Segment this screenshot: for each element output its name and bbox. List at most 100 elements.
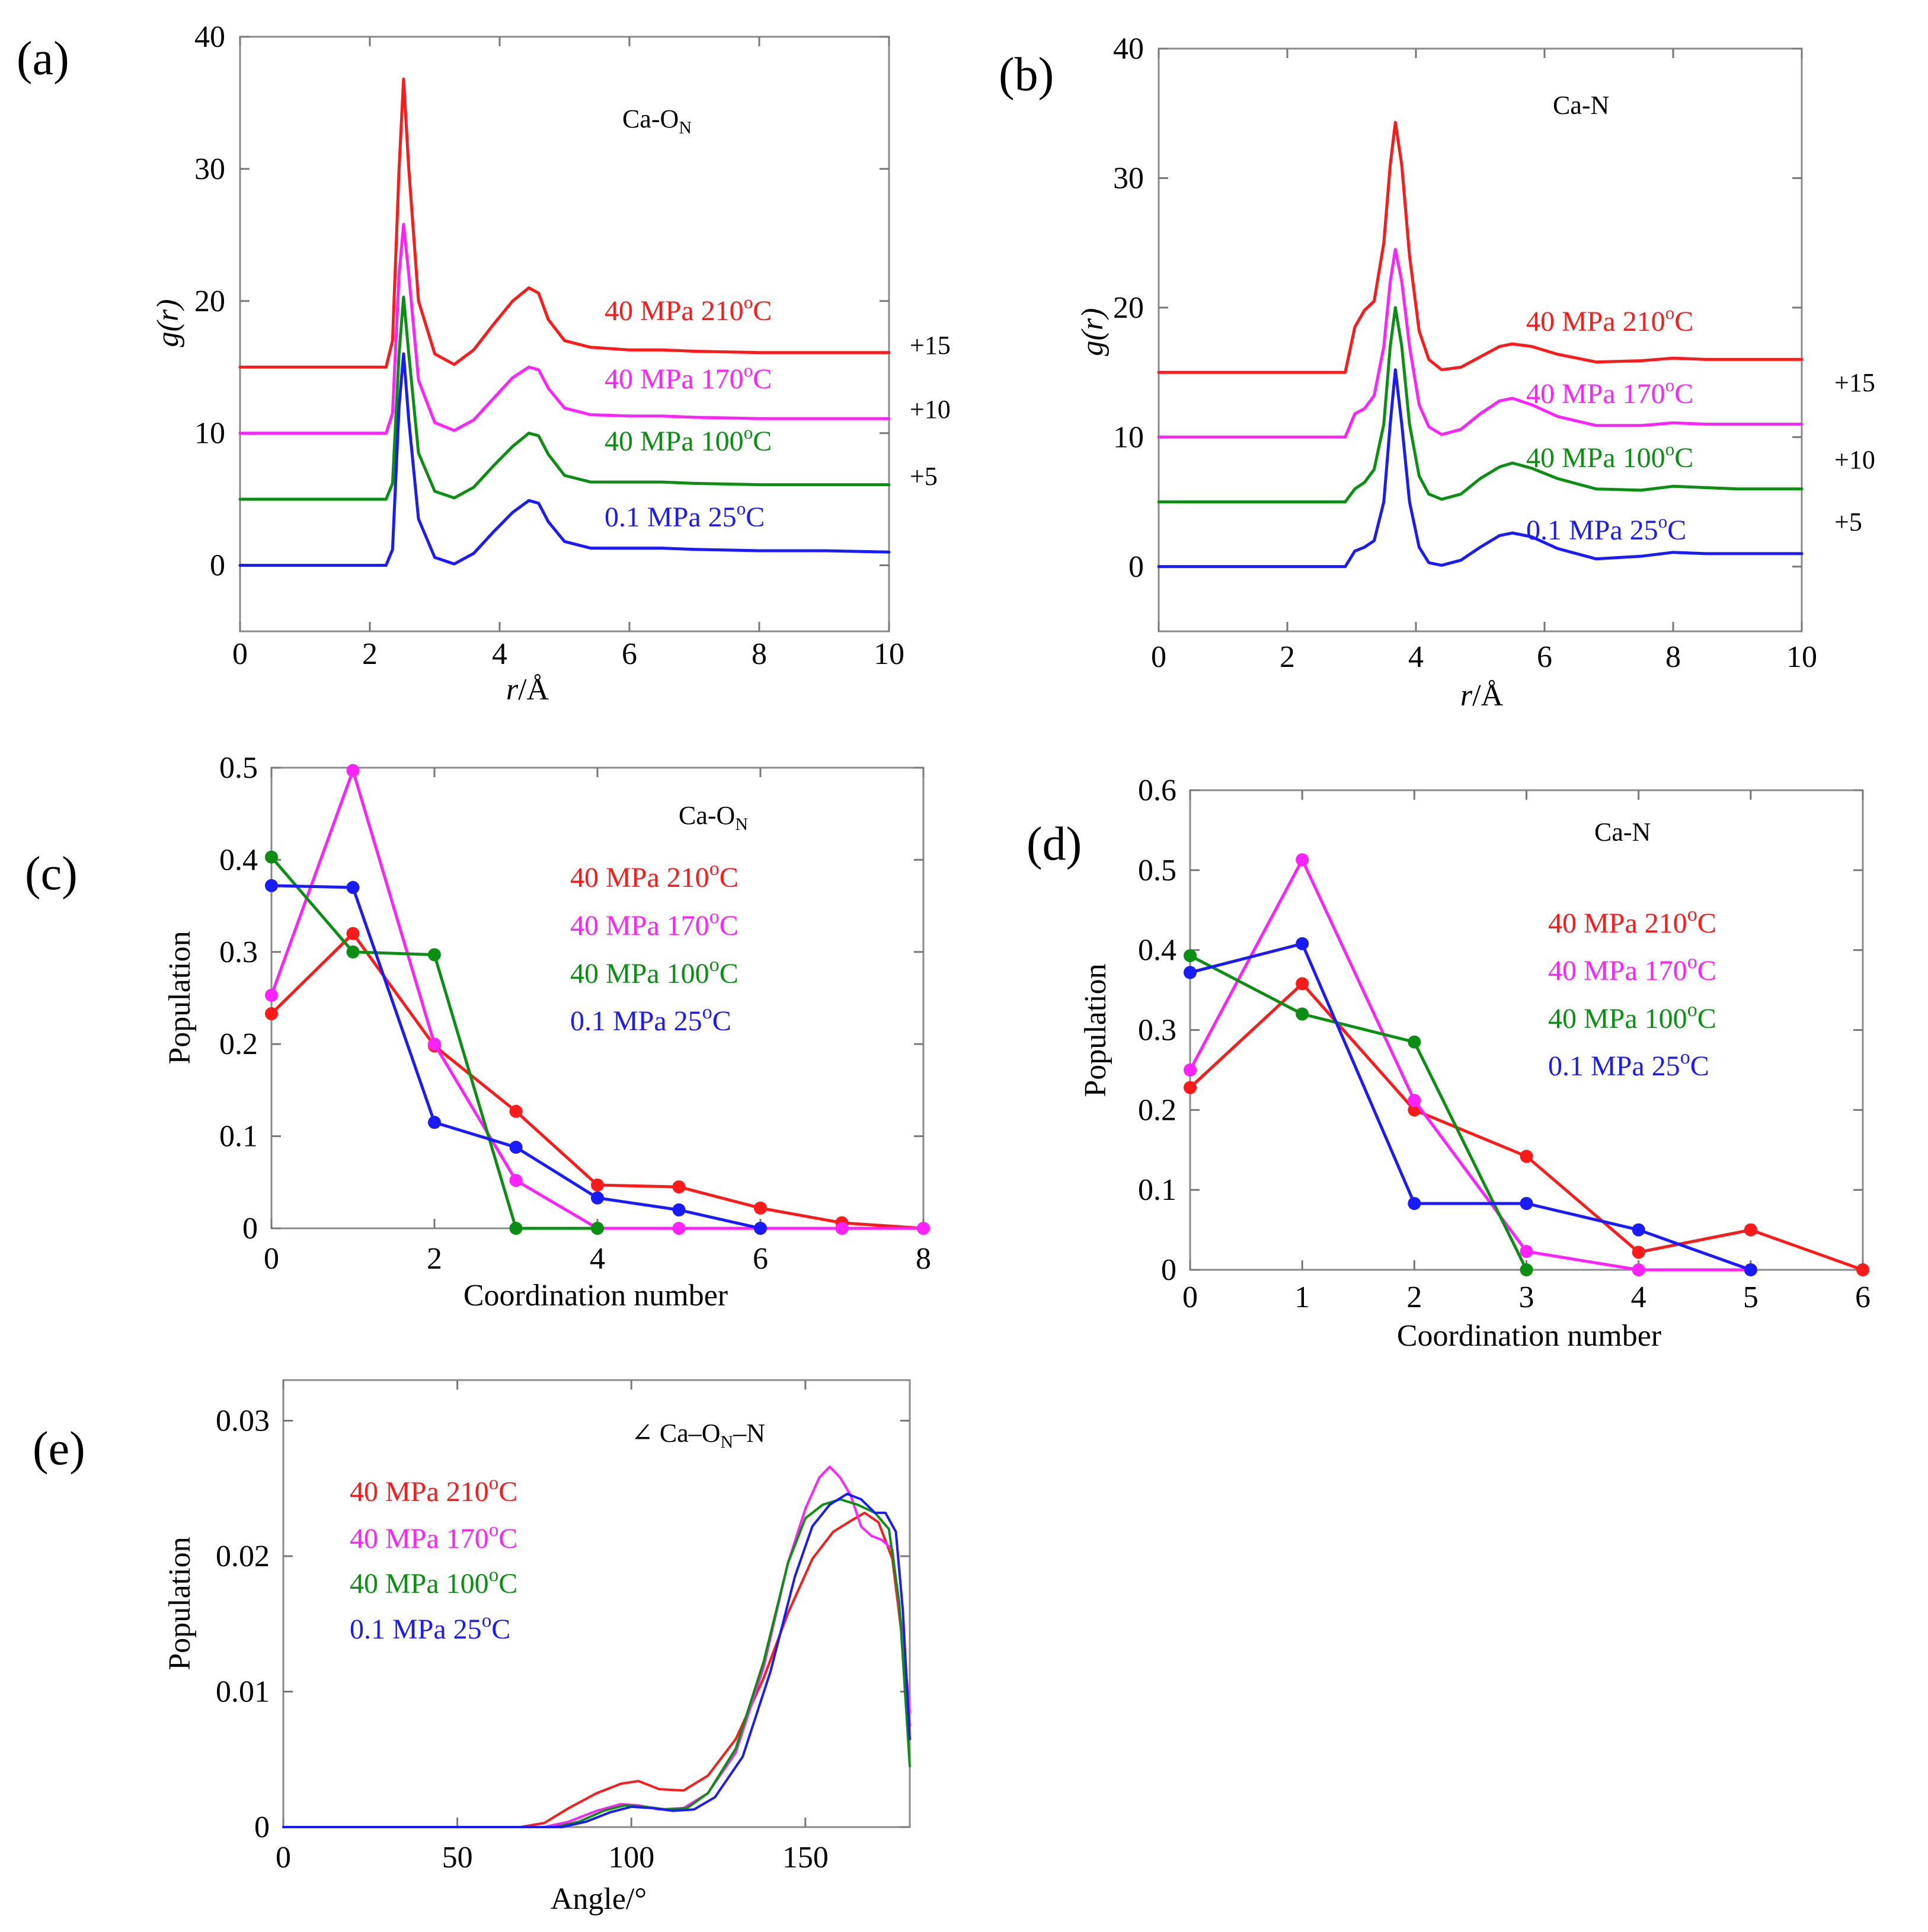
y-tick-label: 0.4 [1138,934,1176,967]
x-tick-label: 4 [590,1242,605,1276]
data-point-blue [591,1191,604,1205]
data-point-red [346,927,360,940]
offset-label: +5 [910,462,938,491]
data-point-blue [265,879,278,892]
y-tick-label: 0.5 [219,751,258,785]
data-point-magenta [265,988,278,1002]
series-line-blue [1157,368,1804,569]
legend-entry-magenta: 40 MPa 170oC [570,906,738,941]
offset-label: +10 [1834,445,1875,474]
annotation-subscript: N [679,118,692,138]
x-tick-label: 100 [608,1841,654,1874]
y-tick-label: 0 [210,549,225,583]
data-point-red [1296,977,1309,991]
celsius-unit: C [1674,442,1693,474]
x-tick-label: 2 [1280,640,1295,674]
panel-label-c: (c) [25,848,78,900]
degree-superscript: o [489,1473,499,1494]
celsius-unit: C [712,1005,731,1037]
y-axis-title-italic: g [1076,340,1110,356]
series-line-red [282,1511,911,1828]
data-point-red [672,1180,686,1194]
y-tick-label: 0.02 [216,1540,270,1573]
offset-label: +15 [910,331,951,360]
celsius-unit: C [753,295,772,327]
legend-label: 40 MPa 100 [1526,442,1665,474]
plot-frame [1158,47,1803,633]
annotation-main: ∠ Ca–O [631,1419,721,1448]
y-tick-label: 0 [1161,1253,1176,1287]
celsius-unit: C [498,1523,517,1554]
x-tick-label: 0 [276,1841,291,1874]
degree-superscript: o [1687,951,1697,973]
y-tick-label: 10 [194,417,225,451]
x-tick-label: 8 [752,637,767,671]
y-tick-label: 0.1 [219,1120,258,1154]
y-tick-label: 20 [1113,291,1144,325]
data-point-blue [509,1141,523,1154]
data-point-magenta [1520,1244,1533,1258]
data-point-green [1296,1007,1309,1021]
panel-label-a: (a) [17,33,69,85]
x-axis-title: Angle/° [551,1882,647,1916]
legend-label: 40 MPa 210 [1526,306,1665,337]
y-tick-label: 0.1 [1138,1173,1176,1207]
x-tick-label: 8 [916,1242,931,1276]
data-point-magenta [428,1037,441,1051]
y-tick-label: 0.3 [219,935,258,969]
data-point-magenta [917,1222,930,1235]
data-point-blue [1184,966,1197,979]
x-tick-label: 0 [1182,1280,1198,1314]
celsius-unit: C [498,1568,517,1599]
y-tick-label: 0.2 [219,1027,258,1061]
x-tick-label: 1 [1294,1280,1310,1314]
degree-superscript: o [709,906,720,928]
legend-label: 0.1 MPa 25 [350,1614,482,1645]
system-annotation: Ca-ON [679,801,748,834]
degree-superscript: o [489,1519,499,1541]
data-point-red [265,1007,278,1020]
data-point-red [1744,1223,1757,1237]
series-line-blue [238,352,891,567]
y-axis-title-rest: (r) [1076,308,1110,341]
system-annotation: Ca-ON [622,104,692,138]
legend-entry-red: 40 MPa 210oC [605,292,772,327]
data-point-green [591,1222,604,1235]
legend-entry-green: 40 MPa 100oC [605,422,772,457]
data-point-blue [1408,1197,1421,1211]
y-tick-label: 0.2 [1138,1093,1176,1127]
data-point-blue [346,881,360,895]
celsius-unit: C [498,1476,517,1508]
x-tick-label: 2 [427,1242,442,1276]
degree-superscript: o [737,498,746,519]
celsius-unit: C [720,910,738,941]
annotation-subscript: N [721,1432,734,1452]
x-axis-title: r/Å [1460,679,1504,713]
plot-frame [282,1379,911,1828]
celsius-unit: C [1690,1050,1709,1082]
data-point-magenta [672,1222,686,1235]
data-point-green [509,1222,523,1235]
x-axis-title: Coordination number [463,1279,728,1313]
y-axis-title: g(r) [151,299,185,347]
legend-label: 40 MPa 100 [605,426,744,457]
x-tick-label: 4 [1631,1280,1646,1314]
annotation-subscript: N [735,815,748,834]
x-tick-label: 10 [1786,640,1817,674]
annotation-main: Ca-N [1553,91,1609,120]
data-point-green [1184,949,1197,963]
x-axis-title-italic: r [1460,679,1473,713]
data-point-red [509,1104,523,1118]
panel-label-e: (e) [33,1423,85,1475]
legend-entry-blue: 0.1 MPa 25oC [1526,511,1686,546]
legend-label: 40 MPa 100 [350,1568,489,1599]
legend-entry-magenta: 40 MPa 170oC [1548,951,1716,986]
panel-label-b: (b) [999,49,1054,101]
legend-label: 0.1 MPa 25 [570,1005,702,1037]
legend-label: 40 MPa 100 [570,958,709,989]
x-tick-label: 50 [442,1841,473,1874]
data-point-red [1856,1263,1869,1276]
legend-label: 40 MPa 210 [570,862,709,893]
x-tick-label: 0 [264,1242,279,1276]
